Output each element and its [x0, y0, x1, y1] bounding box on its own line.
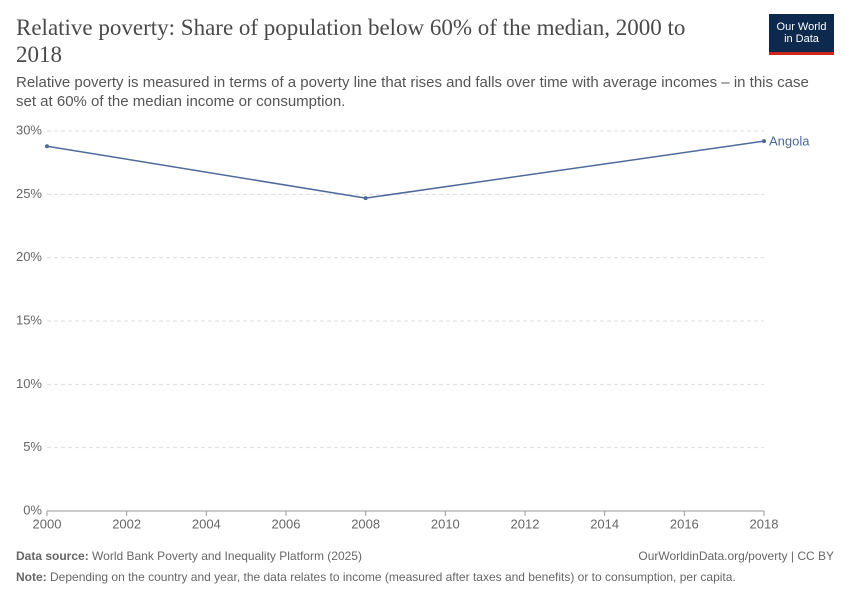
series-label: Angola: [769, 134, 810, 149]
point: [762, 139, 766, 144]
x-tick-label: 2016: [670, 516, 699, 531]
x-tick-label: 2012: [511, 516, 540, 531]
point: [45, 144, 49, 149]
y-tick-label: 10%: [16, 376, 42, 391]
x-tick-label: 2004: [192, 516, 221, 531]
x-tick-label: 2000: [33, 516, 62, 531]
y-tick-label: 15%: [16, 312, 42, 327]
x-tick-label: 2014: [590, 516, 619, 531]
note: Note: Depending on the country and year,…: [16, 570, 736, 584]
x-tick-label: 2010: [431, 516, 460, 531]
source: Data source: World Bank Poverty and Ineq…: [16, 549, 362, 563]
chart: 0% 5% 10% 15% 20% 25% 30% 2000 2002 2004 2006 2008 2…: [16, 122, 810, 531]
chart-title: Relative poverty: Share of population be…: [16, 15, 686, 67]
note-text: Depending on the country and year, the d…: [50, 570, 736, 584]
logo-text: in Data: [784, 33, 819, 45]
url[interactable]: OurWorldinData.org/poverty | CC BY: [638, 549, 834, 563]
x-tick-label: 2008: [351, 516, 380, 531]
y-tick-label: 30%: [16, 122, 42, 137]
x-tick-label: 2002: [112, 516, 141, 531]
x-tick-label: 2018: [750, 516, 779, 531]
source-label: Data source:: [16, 549, 89, 563]
y-tick-label: 25%: [16, 186, 42, 201]
y-tick-label: 0%: [23, 502, 42, 517]
note-label: Note:: [16, 570, 47, 584]
y-tick-label: 5%: [23, 439, 42, 454]
chart-subtitle: Relative poverty is measured in terms of…: [16, 74, 809, 110]
line: [46, 140, 765, 199]
logo[interactable]: Our World in Data: [769, 14, 834, 55]
y-tick-label: 20%: [16, 249, 42, 264]
logo-text: Our World: [776, 21, 827, 33]
x-tick-label: 2006: [272, 516, 301, 531]
source-text: World Bank Poverty and Inequality Platfo…: [92, 549, 362, 563]
point: [363, 196, 368, 201]
